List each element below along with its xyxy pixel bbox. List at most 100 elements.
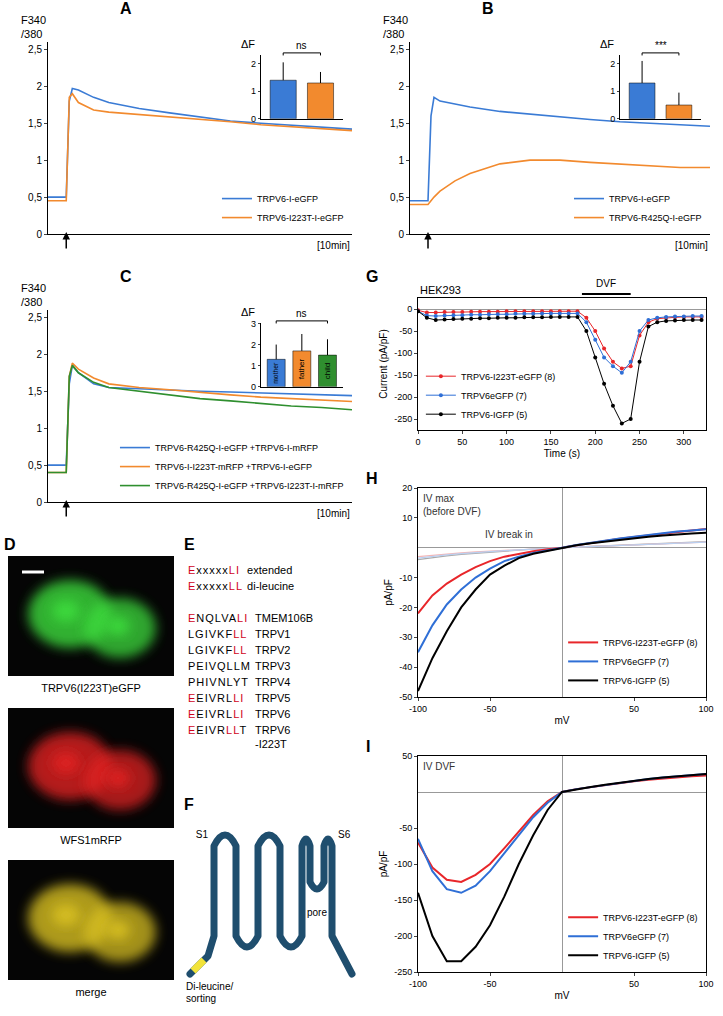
svg-text:TRPV6-I-eGFP: TRPV6-I-eGFP [609, 194, 670, 204]
svg-text:TRPV6-R425Q-I-eGFP +TRPV6-I-mR: TRPV6-R425Q-I-eGFP +TRPV6-I-mRFP [155, 443, 318, 453]
svg-text:0,5: 0,5 [390, 192, 404, 203]
svg-text:father: father [297, 358, 306, 379]
svg-text:0: 0 [251, 382, 256, 392]
svg-text:-100: -100 [394, 859, 412, 869]
svg-text:1,5: 1,5 [390, 118, 404, 129]
svg-text:1: 1 [36, 423, 42, 434]
svg-text:-250: -250 [394, 414, 412, 424]
svg-text:-200: -200 [394, 931, 412, 941]
svg-text:TRPV6-I223T-eGFP (8): TRPV6-I223T-eGFP (8) [603, 913, 697, 923]
svg-text:0,5: 0,5 [28, 460, 42, 471]
svg-text:-30: -30 [399, 632, 412, 642]
svg-text:10: 10 [402, 513, 412, 523]
svg-text:1,5: 1,5 [28, 386, 42, 397]
svg-text:TRPV6-IGFP (5): TRPV6-IGFP (5) [461, 410, 527, 420]
svg-text:F340/380: F340/380 [21, 14, 46, 40]
svg-text:1: 1 [398, 155, 404, 166]
svg-text:Time (s): Time (s) [544, 448, 580, 459]
svg-text:TRPV6-I223T-eGFP (8): TRPV6-I223T-eGFP (8) [603, 638, 697, 648]
svg-text:0: 0 [407, 304, 412, 314]
svg-text:TRPV6-I223T-eGFP (8): TRPV6-I223T-eGFP (8) [461, 372, 555, 382]
svg-text:0: 0 [36, 497, 42, 508]
svg-text:100: 100 [698, 704, 713, 714]
svg-text:-150: -150 [394, 370, 412, 380]
svg-text:-20: -20 [399, 603, 412, 613]
svg-text:F340/380: F340/380 [21, 282, 46, 308]
svg-text:DVF: DVF [596, 278, 616, 289]
svg-text:TRPV6-I-I223T-mRFP +TRPV6-I-eG: TRPV6-I-I223T-mRFP +TRPV6-I-eGFP [155, 462, 312, 472]
svg-text:0,5: 0,5 [28, 192, 42, 203]
svg-text:2: 2 [398, 81, 404, 92]
svg-text:pA/pF: pA/pF [378, 851, 389, 878]
svg-text:HEK293: HEK293 [420, 284, 461, 296]
svg-text:1: 1 [610, 86, 615, 96]
svg-text:IV break in: IV break in [485, 529, 533, 540]
svg-text:0: 0 [36, 229, 42, 240]
svg-text:TRPV6eGFP (7): TRPV6eGFP (7) [461, 391, 527, 401]
svg-text:150: 150 [543, 437, 558, 447]
svg-text:2,5: 2,5 [28, 312, 42, 323]
svg-text:0: 0 [251, 114, 256, 124]
svg-text:-200: -200 [394, 392, 412, 402]
svg-text:child: child [323, 363, 332, 379]
svg-text:-50: -50 [483, 704, 496, 714]
svg-text:50: 50 [629, 704, 639, 714]
svg-text:TRPV6-IGFP (5): TRPV6-IGFP (5) [603, 676, 669, 686]
svg-text:2: 2 [610, 59, 615, 69]
svg-text:[10min]: [10min] [317, 240, 350, 251]
svg-text:-50: -50 [399, 692, 412, 702]
svg-text:0: 0 [415, 437, 420, 447]
svg-text:-250: -250 [394, 967, 412, 977]
svg-text:-50: -50 [399, 823, 412, 833]
svg-text:mother: mother [272, 362, 279, 384]
svg-text:20: 20 [402, 483, 412, 493]
svg-text:ns: ns [296, 40, 307, 51]
svg-text:Di-leucine/sorting: Di-leucine/sorting [186, 981, 233, 1004]
svg-text:-50: -50 [399, 326, 412, 336]
svg-text:ΔF: ΔF [241, 38, 255, 50]
svg-text:mV: mV [555, 715, 570, 726]
svg-text:TRPV6-I-eGFP: TRPV6-I-eGFP [257, 194, 318, 204]
svg-text:IV max(before DVF): IV max(before DVF) [423, 493, 481, 517]
svg-text:TRPV6-IGFP (5): TRPV6-IGFP (5) [603, 951, 669, 961]
svg-text:300: 300 [676, 437, 691, 447]
svg-text:IV DVF: IV DVF [423, 761, 455, 772]
svg-text:TRPV6-R425Q-I-eGFP +TRPV6-I223: TRPV6-R425Q-I-eGFP +TRPV6-I223T-I-mRFP [155, 481, 344, 491]
svg-text:100: 100 [499, 437, 514, 447]
svg-text:1: 1 [251, 86, 256, 96]
svg-text:***: *** [655, 40, 667, 51]
svg-text:TRPV6eGFP (7): TRPV6eGFP (7) [603, 657, 669, 667]
svg-text:50: 50 [402, 751, 412, 761]
svg-text:-10: -10 [399, 573, 412, 583]
svg-text:TRPV6-I223T-I-eGFP: TRPV6-I223T-I-eGFP [257, 213, 344, 223]
svg-text:50: 50 [457, 437, 467, 447]
svg-text:250: 250 [632, 437, 647, 447]
svg-text:1: 1 [251, 361, 256, 371]
svg-text:ΔF: ΔF [600, 38, 614, 50]
svg-text:0: 0 [610, 114, 615, 124]
svg-text:3: 3 [251, 319, 256, 329]
svg-text:[10min]: [10min] [675, 240, 708, 251]
svg-text:1: 1 [36, 155, 42, 166]
svg-text:[10min]: [10min] [317, 508, 350, 519]
svg-text:2: 2 [36, 349, 42, 360]
svg-text:TRPV6-R425Q-I-eGFP: TRPV6-R425Q-I-eGFP [609, 213, 702, 223]
svg-text:S6: S6 [338, 829, 351, 840]
svg-text:-100: -100 [409, 979, 427, 989]
svg-text:2: 2 [251, 59, 256, 69]
svg-text:100: 100 [698, 979, 713, 989]
svg-text:mV: mV [555, 990, 570, 1001]
svg-text:-100: -100 [394, 348, 412, 358]
svg-text:2,5: 2,5 [390, 44, 404, 55]
svg-text:0: 0 [398, 229, 404, 240]
svg-text:-40: -40 [399, 662, 412, 672]
svg-text:-100: -100 [409, 704, 427, 714]
svg-text:ΔF: ΔF [241, 306, 255, 318]
svg-text:2: 2 [36, 81, 42, 92]
svg-text:1,5: 1,5 [28, 118, 42, 129]
svg-text:pA/pF: pA/pF [383, 579, 394, 606]
svg-text:50: 50 [629, 979, 639, 989]
svg-text:ns: ns [296, 308, 307, 319]
svg-text:S1: S1 [196, 829, 209, 840]
svg-text:Current (pA/pF): Current (pA/pF) [378, 329, 389, 398]
